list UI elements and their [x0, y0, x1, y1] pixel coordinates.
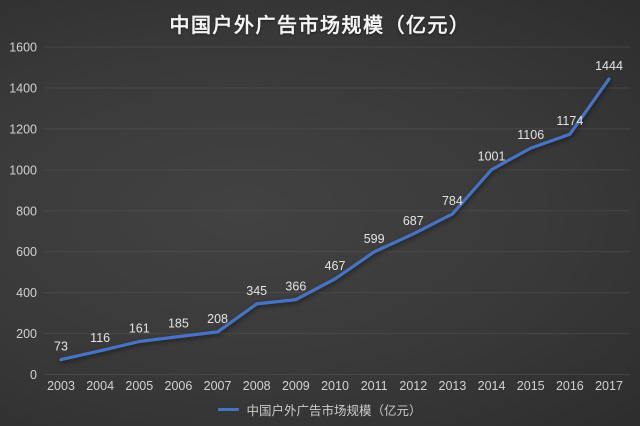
x-axis-tick-label: 2015: [517, 379, 545, 393]
x-axis-tick-label: 2013: [439, 379, 467, 393]
x-axis-tick-label: 2004: [86, 379, 114, 393]
y-axis-tick-label: 600: [16, 245, 37, 259]
data-label: 161: [129, 322, 150, 336]
data-label: 366: [285, 280, 306, 294]
series-line: [59, 77, 611, 362]
y-axis-tick-label: 1200: [9, 122, 37, 136]
y-axis-tick-label: 200: [16, 327, 37, 341]
legend-label: 中国户外广告市场规模（亿元）: [246, 404, 422, 418]
x-axis-tick-label: 2006: [165, 379, 193, 393]
x-axis-tick-label: 2003: [47, 379, 75, 393]
chart-title: 中国户外广告市场规模（亿元）: [169, 15, 471, 37]
x-axis-tick-label: 2011: [361, 379, 388, 393]
x-axis-tick-label: 2007: [204, 379, 232, 393]
data-label: 467: [325, 259, 346, 273]
x-axis-tick-label: 2009: [282, 379, 310, 393]
legend-line-marker: [218, 408, 240, 411]
data-label: 185: [168, 317, 189, 331]
x-axis-tick-label: 2005: [125, 379, 153, 393]
data-label: 1444: [595, 59, 623, 73]
data-label: 784: [442, 194, 463, 208]
x-axis-tick-label: 2014: [478, 379, 506, 393]
data-label: 1106: [517, 128, 544, 142]
y-axis-tick-label: 1600: [9, 41, 37, 55]
data-label: 116: [90, 331, 110, 345]
y-axis-tick-label: 1400: [9, 81, 37, 95]
y-axis-tick-label: 1000: [9, 163, 37, 177]
x-axis-tick-label: 2008: [243, 379, 271, 393]
legend: 中国户外广告市场规模（亿元）: [0, 400, 640, 419]
x-axis-tick-label: 2016: [556, 379, 584, 393]
y-axis-tick-label: 400: [16, 286, 37, 300]
data-label: 208: [207, 312, 228, 326]
data-label: 345: [246, 284, 267, 298]
data-label: 687: [403, 214, 424, 228]
data-label: 73: [54, 340, 68, 354]
data-label: 1174: [556, 114, 583, 128]
x-axis-tick-label: 2010: [321, 379, 349, 393]
data-label: 1001: [478, 150, 506, 164]
x-axis-tick-label: 2012: [399, 379, 427, 393]
y-axis-tick-label: 800: [16, 204, 37, 218]
y-axis-tick-label: 0: [30, 368, 37, 382]
x-axis-tick-label: 2017: [595, 379, 623, 393]
data-label: 599: [364, 232, 385, 246]
